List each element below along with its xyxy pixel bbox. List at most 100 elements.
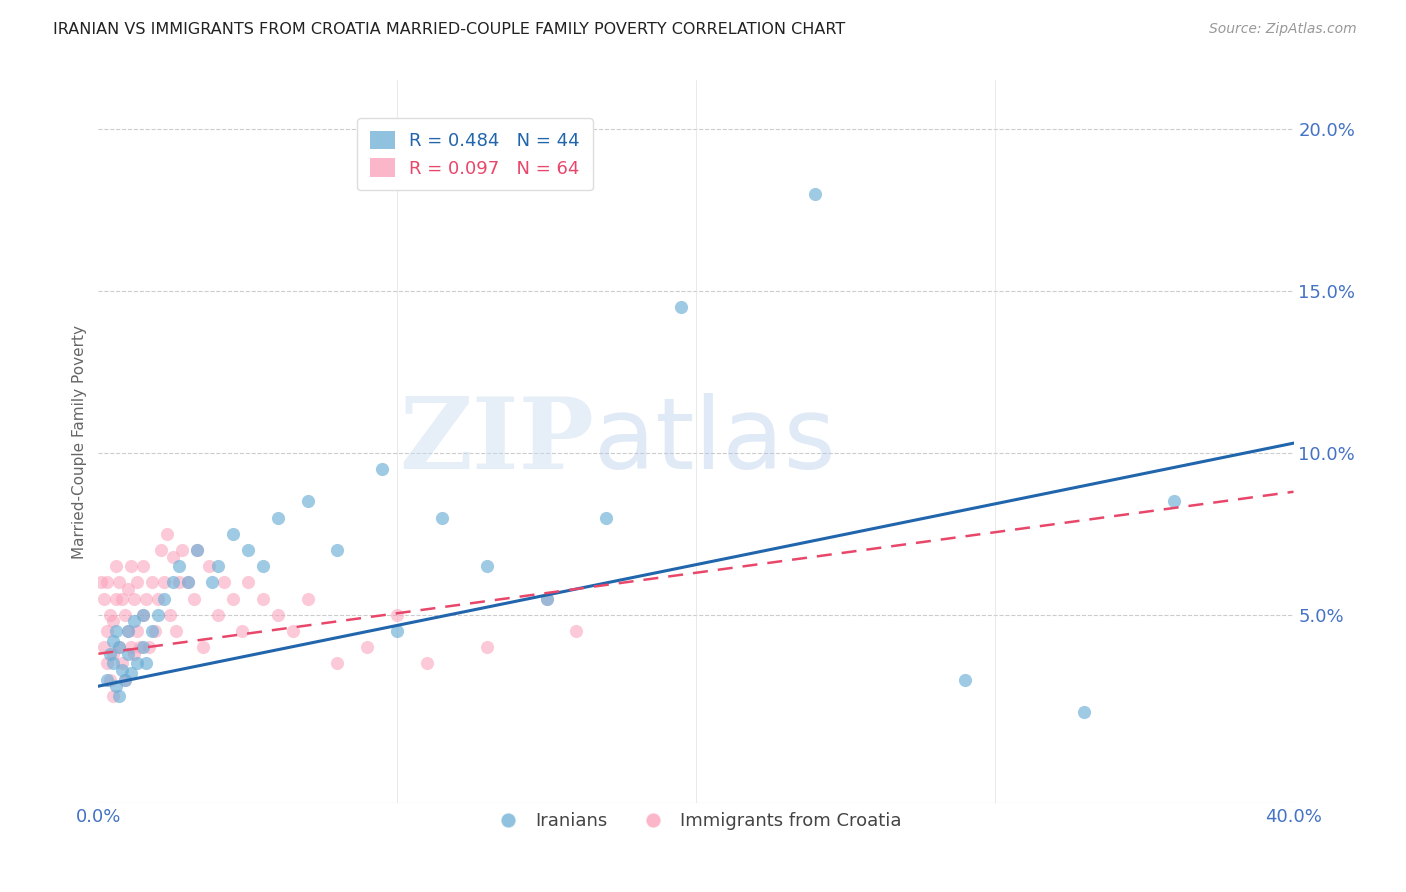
Point: [177, 575, 200, 590]
Point: [105, 559, 128, 574]
Point: [120, 666, 142, 681]
Point: [172, 543, 194, 558]
Point: [103, 633, 125, 648]
Point: [281, 624, 304, 638]
Point: [222, 591, 245, 606]
Point: [207, 607, 229, 622]
Point: [565, 624, 588, 638]
Point: [124, 615, 146, 629]
Point: [326, 543, 349, 558]
Point: [132, 640, 155, 655]
Point: [96, 657, 118, 671]
Point: [143, 624, 166, 638]
Point: [207, 559, 229, 574]
Point: [222, 527, 245, 541]
Point: [93, 640, 115, 655]
Point: [385, 607, 409, 622]
Point: [135, 657, 157, 671]
Point: [108, 575, 131, 590]
Point: [117, 624, 139, 638]
Point: [430, 510, 453, 524]
Point: [177, 575, 200, 590]
Point: [150, 543, 173, 558]
Point: [124, 591, 146, 606]
Point: [356, 640, 378, 655]
Point: [236, 575, 259, 590]
Point: [132, 607, 155, 622]
Point: [105, 591, 128, 606]
Point: [536, 591, 558, 606]
Point: [201, 575, 224, 590]
Point: [167, 559, 190, 574]
Point: [108, 640, 131, 655]
Point: [127, 657, 149, 671]
Point: [120, 559, 142, 574]
Point: [93, 591, 115, 606]
Point: [153, 575, 176, 590]
Point: [103, 689, 125, 703]
Point: [103, 647, 125, 661]
Point: [141, 575, 163, 590]
Text: Source: ZipAtlas.com: Source: ZipAtlas.com: [1209, 22, 1357, 37]
Text: IRANIAN VS IMMIGRANTS FROM CROATIA MARRIED-COUPLE FAMILY POVERTY CORRELATION CHA: IRANIAN VS IMMIGRANTS FROM CROATIA MARRI…: [53, 22, 845, 37]
Point: [114, 673, 136, 687]
Point: [953, 673, 976, 687]
Point: [127, 575, 149, 590]
Point: [536, 591, 558, 606]
Point: [135, 591, 157, 606]
Point: [120, 640, 142, 655]
Point: [297, 494, 319, 508]
Point: [111, 591, 134, 606]
Point: [96, 575, 118, 590]
Point: [148, 607, 170, 622]
Legend: Iranians, Immigrants from Croatia: Iranians, Immigrants from Croatia: [484, 805, 908, 837]
Point: [105, 679, 128, 693]
Point: [103, 615, 125, 629]
Point: [252, 591, 274, 606]
Point: [98, 647, 122, 661]
Point: [156, 527, 179, 541]
Point: [165, 624, 187, 638]
Point: [114, 673, 136, 687]
Point: [1073, 705, 1095, 719]
Point: [108, 640, 131, 655]
Point: [186, 543, 208, 558]
Point: [231, 624, 253, 638]
Point: [159, 607, 181, 622]
Point: [198, 559, 221, 574]
Point: [475, 640, 498, 655]
Point: [117, 624, 139, 638]
Point: [297, 591, 319, 606]
Point: [326, 657, 349, 671]
Point: [141, 624, 163, 638]
Point: [212, 575, 235, 590]
Point: [669, 300, 692, 314]
Point: [267, 510, 290, 524]
Point: [267, 607, 290, 622]
Point: [98, 607, 122, 622]
Point: [103, 657, 125, 671]
Point: [416, 657, 439, 671]
Point: [108, 689, 131, 703]
Point: [595, 510, 617, 524]
Point: [129, 640, 152, 655]
Point: [117, 647, 139, 661]
Point: [138, 640, 160, 655]
Point: [162, 549, 184, 564]
Point: [132, 607, 155, 622]
Point: [132, 559, 155, 574]
Point: [475, 559, 498, 574]
Point: [117, 582, 139, 596]
Point: [371, 462, 394, 476]
Point: [90, 575, 112, 590]
Point: [183, 591, 205, 606]
Y-axis label: Married-Couple Family Poverty: Married-Couple Family Poverty: [72, 325, 87, 558]
Point: [114, 607, 136, 622]
Point: [167, 575, 190, 590]
Point: [98, 673, 122, 687]
Point: [111, 657, 134, 671]
Point: [96, 673, 118, 687]
Point: [804, 186, 827, 201]
Point: [148, 591, 170, 606]
Point: [127, 624, 149, 638]
